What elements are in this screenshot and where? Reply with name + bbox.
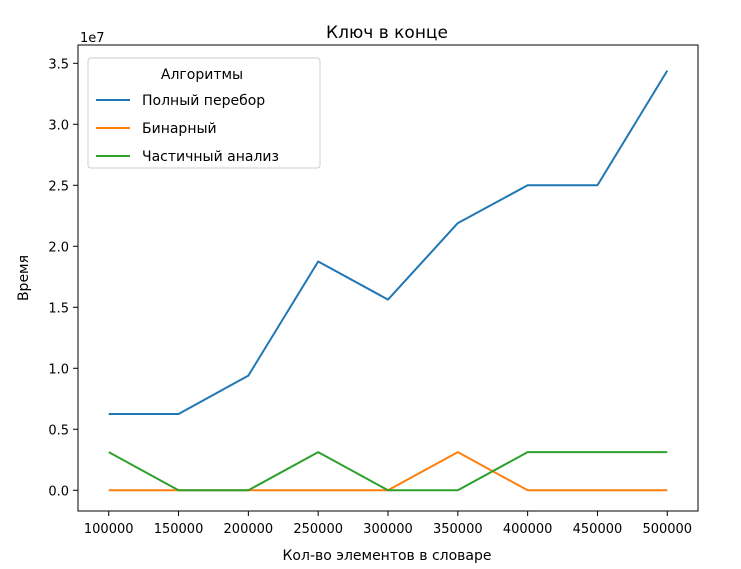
x-tick-label: 250000: [293, 522, 343, 537]
legend: Алгоритмы Полный перебор Бинарный Частичны…: [87, 57, 321, 169]
y-tick-label: 2.5: [48, 179, 69, 194]
legend-title: Алгоритмы: [161, 67, 243, 83]
y-tick-label: 0.5: [48, 423, 69, 438]
series-group: [108, 70, 669, 492]
x-tick-label: 200000: [224, 522, 274, 537]
x-tick-label: 450000: [573, 522, 623, 537]
legend-items: Полный перебор Бинарный Частичный анализ: [96, 93, 279, 165]
y-tick-label: 1.5: [48, 301, 69, 316]
series-line-1: [108, 70, 669, 416]
legend-label: Частичный анализ: [142, 149, 279, 165]
legend-label: Полный перебор: [142, 93, 265, 109]
y-tick-label: 3.0: [48, 118, 69, 133]
x-tick-label: 400000: [503, 522, 553, 537]
x-tick-label: 350000: [433, 522, 483, 537]
chart-title: Ключ в конце: [326, 23, 448, 43]
x-tick-label: 100000: [84, 522, 134, 537]
y-axis-multiplier: 1e7: [80, 31, 105, 46]
x-tick-label: 500000: [642, 522, 692, 537]
y-tick-label: 3.5: [48, 57, 69, 72]
x-axis-label: Кол-во элементов в словаре: [282, 548, 491, 564]
legend-label: Бинарный: [142, 121, 217, 137]
legend-box: [87, 57, 321, 169]
y-axis-label: Время: [16, 255, 32, 301]
y-tick-label: 2.0: [48, 240, 69, 255]
x-tick-label: 150000: [154, 522, 204, 537]
y-tick-label: 1.0: [48, 362, 69, 377]
y-axis: 0.0 0.5 1.0 1.5 2.0 2.5 3.0 3.5: [48, 57, 78, 499]
x-tick-label: 300000: [363, 522, 413, 537]
series-line-3: [108, 451, 668, 492]
y-tick-label: 0.0: [48, 484, 69, 499]
x-axis: 100000 150000 200000 250000 300000 350000 4000…: [84, 511, 692, 537]
